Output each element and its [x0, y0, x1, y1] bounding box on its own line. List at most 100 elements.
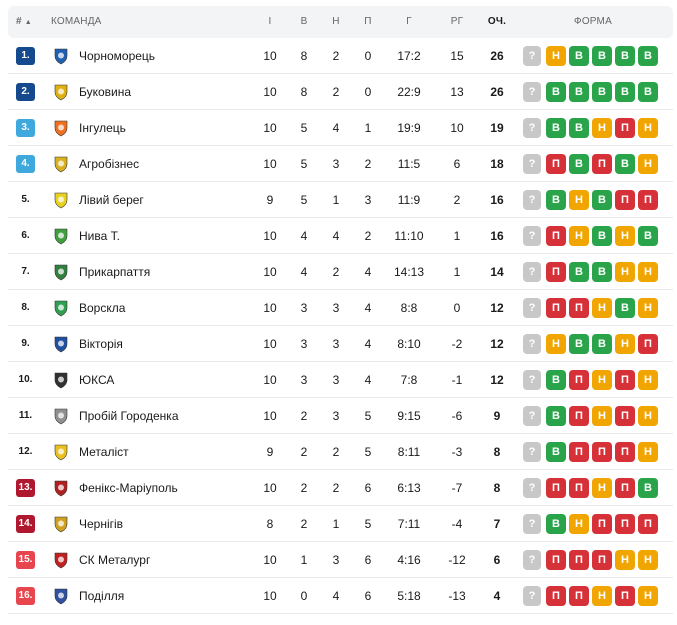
next-match-badge[interactable]: ? [523, 118, 541, 138]
form-badge[interactable]: П [546, 262, 566, 282]
form-badge[interactable]: Н [592, 586, 612, 606]
header-rank[interactable]: # ▲ [16, 6, 32, 38]
next-match-badge[interactable]: ? [523, 586, 541, 606]
table-row[interactable]: 16. Поділля 10 0 4 6 5:18 -13 4? П П Н П Н [8, 578, 673, 614]
next-match-badge[interactable]: ? [523, 406, 541, 426]
form-badge[interactable]: Н [592, 406, 612, 426]
form-badge[interactable]: В [615, 82, 635, 102]
form-badge[interactable]: В [569, 82, 589, 102]
form-badge[interactable]: Н [592, 370, 612, 390]
form-badge[interactable]: П [615, 370, 635, 390]
next-match-badge[interactable]: ? [523, 190, 541, 210]
form-badge[interactable]: Н [592, 118, 612, 138]
form-badge[interactable]: В [546, 514, 566, 534]
team-name-link[interactable]: ЮКСА [79, 373, 115, 387]
form-badge[interactable]: В [638, 46, 658, 66]
form-badge[interactable]: П [569, 586, 589, 606]
form-badge[interactable]: Н [546, 46, 566, 66]
form-badge[interactable]: Н [569, 514, 589, 534]
form-badge[interactable]: П [638, 334, 658, 354]
form-badge[interactable]: П [592, 550, 612, 570]
form-badge[interactable]: В [592, 262, 612, 282]
form-badge[interactable]: П [615, 586, 635, 606]
form-badge[interactable]: В [546, 118, 566, 138]
table-row[interactable]: 12. Металіст 9 2 2 5 8:11 -3 8? В П П П Н [8, 434, 673, 470]
form-badge[interactable]: Н [592, 478, 612, 498]
form-badge[interactable]: В [546, 370, 566, 390]
team-name-link[interactable]: Нива Т. [79, 229, 120, 243]
form-badge[interactable]: П [546, 586, 566, 606]
form-badge[interactable]: В [638, 478, 658, 498]
next-match-badge[interactable]: ? [523, 550, 541, 570]
form-badge[interactable]: Н [638, 118, 658, 138]
header-points[interactable]: ОЧ. [487, 16, 507, 27]
team-name-link[interactable]: Вікторія [79, 337, 123, 351]
table-row[interactable]: 7. Прикарпаття 10 4 2 4 14:13 1 14? П В В Н Н [8, 254, 673, 290]
team-name-link[interactable]: Прикарпаття [79, 265, 151, 279]
team-name-link[interactable]: СК Металург [79, 553, 151, 567]
form-badge[interactable]: П [546, 298, 566, 318]
form-badge[interactable]: Н [615, 334, 635, 354]
form-badge[interactable]: П [569, 478, 589, 498]
form-badge[interactable]: В [615, 46, 635, 66]
next-match-badge[interactable]: ? [523, 226, 541, 246]
form-badge[interactable]: П [638, 190, 658, 210]
table-row[interactable]: 13. Фенікс-Маріуполь 10 2 2 6 6:13 -7 8? П П Н П В [8, 470, 673, 506]
form-badge[interactable]: В [569, 334, 589, 354]
form-badge[interactable]: В [569, 262, 589, 282]
form-badge[interactable]: П [592, 514, 612, 534]
next-match-badge[interactable]: ? [523, 334, 541, 354]
team-name-link[interactable]: Ворскла [79, 301, 126, 315]
form-badge[interactable]: Н [638, 406, 658, 426]
table-row[interactable]: 14. Чернігів 8 2 1 5 7:11 -4 7? В Н П П П [8, 506, 673, 542]
form-badge[interactable]: В [569, 154, 589, 174]
form-badge[interactable]: П [569, 298, 589, 318]
form-badge[interactable]: Н [638, 154, 658, 174]
next-match-badge[interactable]: ? [523, 154, 541, 174]
form-badge[interactable]: П [638, 514, 658, 534]
header-team[interactable]: КОМАНДА [51, 16, 102, 27]
form-badge[interactable]: Н [615, 262, 635, 282]
form-badge[interactable]: П [615, 442, 635, 462]
form-badge[interactable]: Н [638, 442, 658, 462]
next-match-badge[interactable]: ? [523, 514, 541, 534]
form-badge[interactable]: П [569, 550, 589, 570]
team-name-link[interactable]: Металіст [79, 445, 129, 459]
form-badge[interactable]: В [592, 82, 612, 102]
form-badge[interactable]: В [592, 226, 612, 246]
table-row[interactable]: 6. Нива Т. 10 4 4 2 11:10 1 16? П Н В Н В [8, 218, 673, 254]
next-match-badge[interactable]: ? [523, 298, 541, 318]
next-match-badge[interactable]: ? [523, 478, 541, 498]
form-badge[interactable]: Н [638, 586, 658, 606]
form-badge[interactable]: В [569, 46, 589, 66]
form-badge[interactable]: Н [638, 370, 658, 390]
table-row[interactable]: 4. Агробізнес 10 5 3 2 11:5 6 18? П В П В Н [8, 146, 673, 182]
form-badge[interactable]: В [546, 82, 566, 102]
next-match-badge[interactable]: ? [523, 46, 541, 66]
next-match-badge[interactable]: ? [523, 82, 541, 102]
form-badge[interactable]: П [569, 406, 589, 426]
form-badge[interactable]: П [592, 442, 612, 462]
form-badge[interactable]: П [615, 514, 635, 534]
table-row[interactable]: 15. СК Металург 10 1 3 6 4:16 -12 6? П П П Н Н [8, 542, 673, 578]
table-row[interactable]: 3. Інгулець 10 5 4 1 19:9 10 19? В В Н П Н [8, 110, 673, 146]
form-badge[interactable]: П [546, 478, 566, 498]
header-draw[interactable]: Н [332, 16, 340, 27]
table-row[interactable]: 2. Буковина 10 8 2 0 22:9 13 26? В В В В В [8, 74, 673, 110]
header-goal-diff[interactable]: РГ [450, 16, 464, 27]
header-played[interactable]: І [268, 16, 272, 27]
team-name-link[interactable]: Чернігів [79, 517, 124, 531]
form-badge[interactable]: Н [569, 190, 589, 210]
form-badge[interactable]: П [546, 226, 566, 246]
form-badge[interactable]: В [546, 406, 566, 426]
form-badge[interactable]: Н [638, 550, 658, 570]
form-badge[interactable]: П [592, 154, 612, 174]
form-badge[interactable]: П [615, 406, 635, 426]
form-badge[interactable]: В [592, 334, 612, 354]
form-badge[interactable]: Н [546, 334, 566, 354]
next-match-badge[interactable]: ? [523, 370, 541, 390]
form-badge[interactable]: П [546, 550, 566, 570]
table-row[interactable]: 1. Чорноморець 10 8 2 0 17:2 15 26? Н В В В В [8, 38, 673, 74]
form-badge[interactable]: В [615, 154, 635, 174]
form-badge[interactable]: П [546, 154, 566, 174]
